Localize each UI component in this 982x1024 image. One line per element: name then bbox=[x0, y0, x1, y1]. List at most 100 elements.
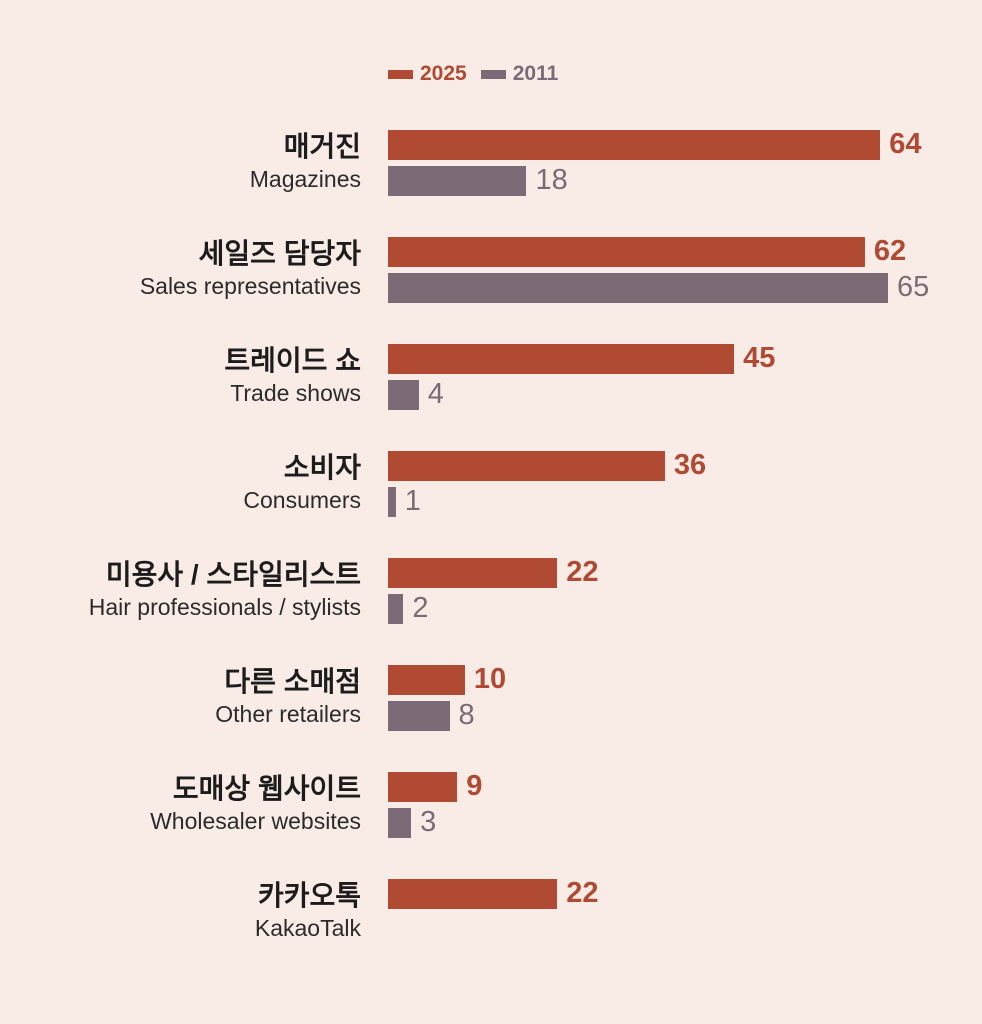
category-row: 다른 소매점 Other retailers 10 8 bbox=[0, 663, 982, 731]
category-bars: 10 8 bbox=[375, 663, 982, 731]
category-label-ko: 매거진 bbox=[283, 131, 361, 162]
category-label-en: Hair professionals / stylists bbox=[88, 594, 361, 620]
bar-value-2011: 8 bbox=[458, 698, 475, 731]
category-labels: 도매상 웹사이트 Wholesaler websites bbox=[0, 772, 375, 838]
category-labels: 매거진 Magazines bbox=[0, 130, 375, 196]
category-labels: 세일즈 담당자 Sales representatives bbox=[0, 237, 375, 303]
bar-track-2011: 8 bbox=[388, 698, 888, 731]
bar-value-2011: 18 bbox=[535, 163, 568, 196]
category-row: 트레이드 쇼 Trade shows 45 4 bbox=[0, 341, 982, 410]
bar-2025 bbox=[388, 130, 881, 160]
bar-row-2011: 3 bbox=[388, 806, 982, 838]
category-labels: 소비자 Consumers bbox=[0, 451, 375, 517]
category-label-ko: 세일즈 담당자 bbox=[198, 238, 361, 269]
bar-2011 bbox=[388, 701, 450, 731]
bar-value-2025: 22 bbox=[566, 555, 599, 588]
bar-2011 bbox=[388, 808, 412, 838]
legend-marker-2011 bbox=[480, 69, 506, 79]
category-label-ko: 카카오톡 bbox=[257, 880, 361, 911]
category-bars: 62 65 bbox=[375, 235, 982, 303]
category-label-en: Wholesaler websites bbox=[150, 808, 361, 834]
category-label-en: KakaoTalk bbox=[254, 915, 361, 941]
bar-2011 bbox=[388, 487, 396, 517]
bar-2025 bbox=[388, 665, 465, 695]
bar-track-2011: 2 bbox=[388, 591, 888, 624]
bar-row-2011: 65 bbox=[388, 271, 982, 303]
bar-row-2011: 8 bbox=[388, 698, 982, 731]
bar-2025 bbox=[388, 451, 665, 481]
legend-item-2011: 2011 bbox=[480, 62, 559, 86]
legend-label-2011: 2011 bbox=[512, 62, 559, 85]
bar-value-2025: 9 bbox=[466, 769, 483, 802]
legend-item-2025: 2025 bbox=[388, 62, 467, 86]
chart-rows: 매거진 Magazines 64 18 세일즈 담당자 Sales repres… bbox=[0, 128, 982, 944]
category-label-ko: 다른 소매점 bbox=[224, 666, 361, 697]
legend-marker-2025 bbox=[388, 69, 413, 79]
bar-row-2025: 62 bbox=[388, 235, 982, 267]
bar-2011 bbox=[388, 594, 404, 624]
category-label-en: Consumers bbox=[243, 487, 361, 513]
category-bars: 36 1 bbox=[375, 449, 982, 517]
bar-track-2025: 62 bbox=[388, 235, 906, 267]
bar-row-2025: 10 bbox=[388, 663, 982, 695]
bar-row-2025: 22 bbox=[388, 555, 982, 588]
category-label-ko: 소비자 bbox=[283, 452, 361, 483]
category-label-en: Sales representatives bbox=[139, 273, 361, 299]
category-label-ko: 미용사 / 스타일리스트 bbox=[105, 559, 361, 590]
bar-track-2025: 64 bbox=[388, 128, 922, 160]
category-label-ko: 트레이드 쇼 bbox=[224, 345, 361, 376]
bar-row-2025: 9 bbox=[388, 769, 982, 802]
bar-row-2025: 45 bbox=[388, 341, 982, 374]
bar-2025 bbox=[388, 879, 558, 909]
bar-2011 bbox=[388, 380, 419, 410]
category-row: 미용사 / 스타일리스트 Hair professionals / stylis… bbox=[0, 555, 982, 624]
bar-row-2025: 64 bbox=[388, 128, 982, 160]
bar-row-2025: 22 bbox=[388, 876, 982, 909]
bar-value-2011: 1 bbox=[404, 484, 421, 517]
bar-2011 bbox=[388, 166, 527, 196]
bar-2025 bbox=[388, 558, 558, 588]
category-row: 매거진 Magazines 64 18 bbox=[0, 128, 982, 196]
bar-row-2011: 18 bbox=[388, 163, 982, 196]
bar-track-2011: 1 bbox=[388, 484, 888, 517]
bar-row-2011: 1 bbox=[388, 484, 982, 517]
bar-track-2011: 18 bbox=[388, 163, 888, 196]
category-label-en: Trade shows bbox=[230, 380, 361, 406]
bar-track-2011: 65 bbox=[388, 271, 929, 303]
bar-2025 bbox=[388, 772, 458, 802]
bar-row-2025: 36 bbox=[388, 449, 982, 481]
bar-2011 bbox=[388, 273, 888, 303]
category-bars: 45 4 bbox=[375, 341, 982, 410]
bar-value-2025: 64 bbox=[889, 127, 922, 160]
bar-row-2011: 4 bbox=[388, 377, 982, 410]
bar-value-2025: 22 bbox=[566, 876, 599, 909]
bar-value-2011: 4 bbox=[427, 377, 444, 410]
chart-legend: 2025 2011 bbox=[388, 62, 982, 86]
category-bars: 22 bbox=[375, 876, 982, 944]
bar-2025 bbox=[388, 344, 735, 374]
category-row: 세일즈 담당자 Sales representatives 62 65 bbox=[0, 235, 982, 303]
category-bars: 64 18 bbox=[375, 128, 982, 196]
category-bars: 22 2 bbox=[375, 555, 982, 624]
bar-track-2025: 9 bbox=[388, 769, 888, 802]
bar-track-2025: 22 bbox=[388, 555, 888, 588]
category-row: 도매상 웹사이트 Wholesaler websites 9 3 bbox=[0, 769, 982, 838]
bar-value-2011: 2 bbox=[412, 591, 429, 624]
bar-value-2025: 62 bbox=[873, 234, 907, 267]
bar-row-2011: 2 bbox=[388, 591, 982, 624]
category-labels: 트레이드 쇼 Trade shows bbox=[0, 344, 375, 410]
category-label-ko: 도매상 웹사이트 bbox=[172, 773, 361, 804]
bar-track-2025: 36 bbox=[388, 449, 888, 481]
bar-value-2025: 45 bbox=[743, 341, 776, 374]
bar-track-2011: 3 bbox=[388, 806, 888, 838]
bar-track-2025: 10 bbox=[388, 663, 888, 695]
bar-track-2025: 22 bbox=[388, 876, 888, 909]
category-labels: 다른 소매점 Other retailers bbox=[0, 665, 375, 731]
bar-track-2011: 4 bbox=[388, 377, 888, 410]
category-labels: 카카오톡 KakaoTalk bbox=[0, 879, 375, 944]
category-labels: 미용사 / 스타일리스트 Hair professionals / stylis… bbox=[0, 558, 375, 624]
category-row: 카카오톡 KakaoTalk 22 bbox=[0, 876, 982, 944]
legend-label-2025: 2025 bbox=[420, 62, 467, 85]
bar-2025 bbox=[388, 237, 865, 267]
